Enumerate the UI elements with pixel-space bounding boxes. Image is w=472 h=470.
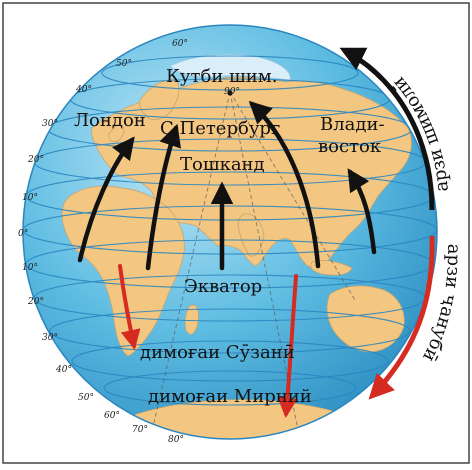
north-pole-dot xyxy=(227,90,233,96)
deg-north-0: 0° xyxy=(18,229,28,239)
deg-south-10: 10° xyxy=(22,263,38,273)
land-masses xyxy=(23,54,437,439)
st-petersburg-label: С.Петербург xyxy=(160,118,280,139)
deg-north-60: 60° xyxy=(172,39,188,49)
arrow-north-pole xyxy=(248,100,321,269)
india-land xyxy=(237,213,265,257)
arrow-mirny xyxy=(277,274,298,418)
tashkent-label: Тошканд xyxy=(180,154,265,175)
deg-south-30: 30° xyxy=(42,333,58,343)
north-latitude-arrow xyxy=(339,47,435,211)
arrow-vladivostok xyxy=(347,168,377,255)
vladivostok-label-1: Влади- xyxy=(320,114,385,135)
deg-south-40: 40° xyxy=(55,365,72,375)
australia-land xyxy=(326,285,405,353)
south-arrows xyxy=(118,264,298,418)
arrow-cape xyxy=(118,264,141,350)
madagascar-land xyxy=(184,304,199,335)
deg-north-30: 30° xyxy=(42,119,58,129)
london-label: Лондон xyxy=(74,110,146,131)
north-degree-labels: 0° 10° 20° 30° 40° 50° 60° xyxy=(18,39,188,239)
deg-north-40: 40° xyxy=(75,85,92,95)
arrow-london xyxy=(77,136,135,263)
deg-north-10: 10° xyxy=(22,193,38,203)
deg-south-60: 60° xyxy=(104,411,120,421)
arrow-st-petersburg xyxy=(145,123,181,271)
pole-degree-label: 90° xyxy=(224,87,240,97)
south-degree-labels: 10° 20° 30° 40° 50° 60° 70° 80° xyxy=(22,263,184,445)
deg-south-50: 50° xyxy=(78,393,94,403)
cape-label: димоғаи Сӯзанӣ xyxy=(140,342,295,363)
deg-south-80: 80° xyxy=(168,435,184,445)
mirny-label: димоғаи Мирний xyxy=(148,386,312,407)
vladivostok-label-2: восток xyxy=(318,136,382,157)
north-pole-label: Кутби шим. xyxy=(166,66,278,87)
deg-north-50: 50° xyxy=(116,59,132,69)
deg-north-20: 20° xyxy=(27,155,44,165)
north-arrows xyxy=(77,100,377,271)
globe-outline xyxy=(22,24,438,440)
south-latitude-arrow xyxy=(368,235,435,400)
deg-south-70: 70° xyxy=(132,425,148,435)
equator-label: Экватор xyxy=(184,276,262,297)
deg-south-20: 20° xyxy=(27,297,44,307)
figure-frame xyxy=(2,2,470,464)
